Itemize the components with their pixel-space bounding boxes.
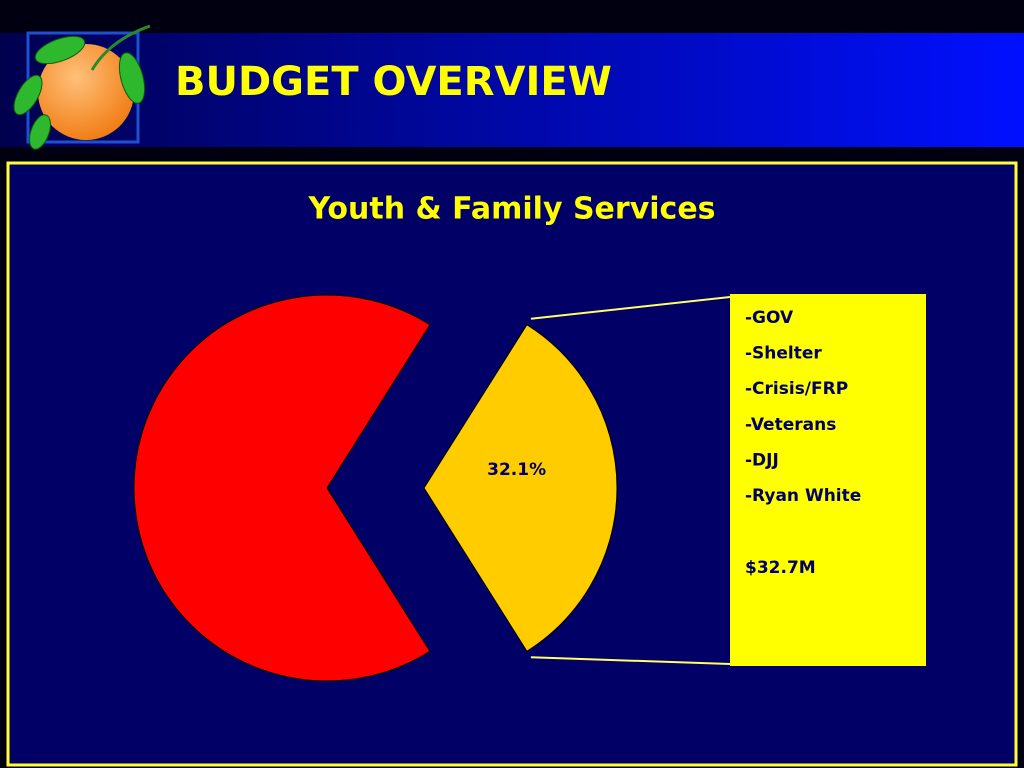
callout-item: -DJJ	[745, 450, 779, 470]
header-band	[0, 33, 1024, 147]
callout-item: -Shelter	[745, 344, 822, 364]
pie-slice	[133, 294, 431, 682]
callout-item: -Veterans	[745, 415, 836, 435]
callout-box	[730, 294, 926, 666]
callout-line	[530, 656, 731, 665]
callout-item: -GOV	[745, 308, 794, 328]
page-title: BUDGET OVERVIEW	[175, 59, 612, 105]
slice-label: 32.1%	[487, 460, 546, 480]
logo	[13, 24, 151, 150]
callout-line	[530, 296, 731, 320]
chart-title: Youth & Family Services	[307, 192, 715, 227]
callout-item: -Ryan White	[745, 486, 861, 506]
callout-amount: $32.7M	[745, 558, 816, 578]
pie-slice	[423, 324, 618, 652]
callout-item: -Crisis/FRP	[745, 379, 848, 399]
